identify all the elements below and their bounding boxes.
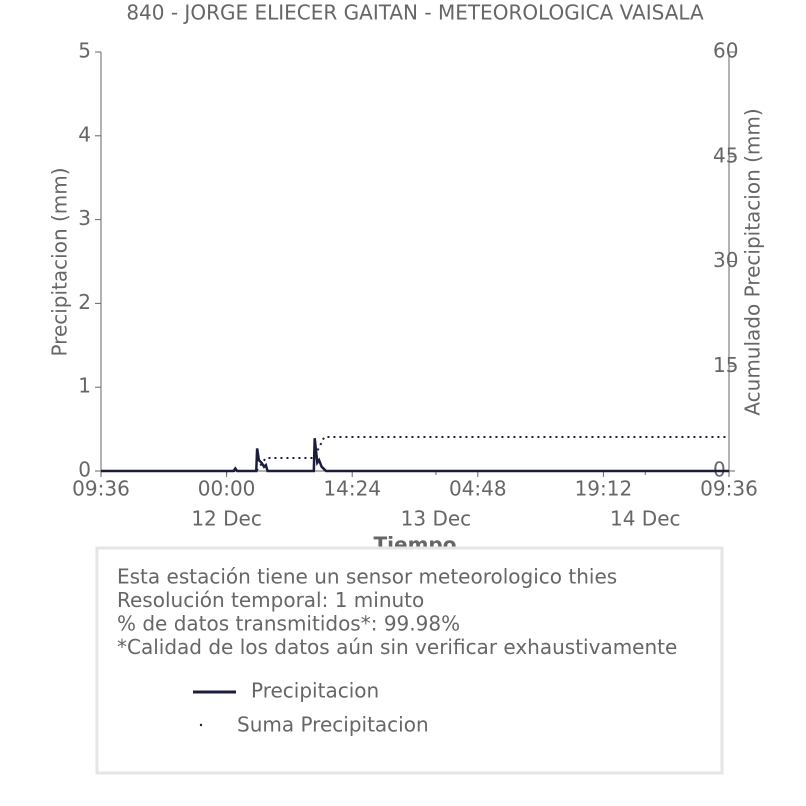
x-date-label: 12 Dec (191, 507, 262, 531)
data-line (101, 438, 729, 473)
info-line: % de datos transmitidos*: 99.98% (117, 612, 460, 636)
y2-tick-label: 0 (713, 458, 726, 482)
x-tick-label: 00:00 (198, 477, 256, 501)
x-tick-label: 09:36 (72, 477, 130, 501)
info-line: Esta estación tiene un sensor meteorolog… (117, 565, 617, 589)
y-tick-label: 1 (78, 374, 91, 398)
x-date-label: 13 Dec (401, 507, 472, 531)
y-tick-label: 0 (78, 458, 91, 482)
info-line: *Calidad de los datos aún sin verificar … (117, 635, 677, 659)
x-tick-label: 09:36 (700, 477, 758, 501)
data-line (101, 435, 729, 472)
x-tick-label: 19:12 (575, 477, 633, 501)
y2-tick-label: 30 (713, 248, 738, 272)
y-axis-label: Precipitacion (mm) (48, 167, 72, 356)
chart-title: 840 - JORGE ELIECER GAITAN - METEOROLOGI… (126, 1, 704, 25)
x-tick-label: 14:24 (323, 477, 381, 501)
y2-axis-label: Acumulado Precipitacion (mm) (741, 108, 765, 415)
y2-tick-label: 45 (713, 143, 738, 167)
legend-label: Precipitacion (251, 679, 379, 703)
legend-box (95, 546, 724, 775)
x-tick-label: 04:48 (449, 477, 507, 501)
y-tick-label: 4 (78, 122, 91, 146)
legend-label: Suma Precipitacion (237, 713, 429, 737)
y-tick-label: 2 (78, 290, 91, 314)
info-line: Resolución temporal: 1 minuto (117, 588, 424, 612)
y2-tick-label: 15 (713, 353, 738, 377)
legend-marker (199, 723, 203, 727)
y-tick-label: 3 (78, 206, 91, 230)
x-date-label: 14 Dec (610, 507, 681, 531)
y2-tick-label: 60 (713, 39, 738, 63)
y-tick-label: 5 (78, 39, 91, 63)
